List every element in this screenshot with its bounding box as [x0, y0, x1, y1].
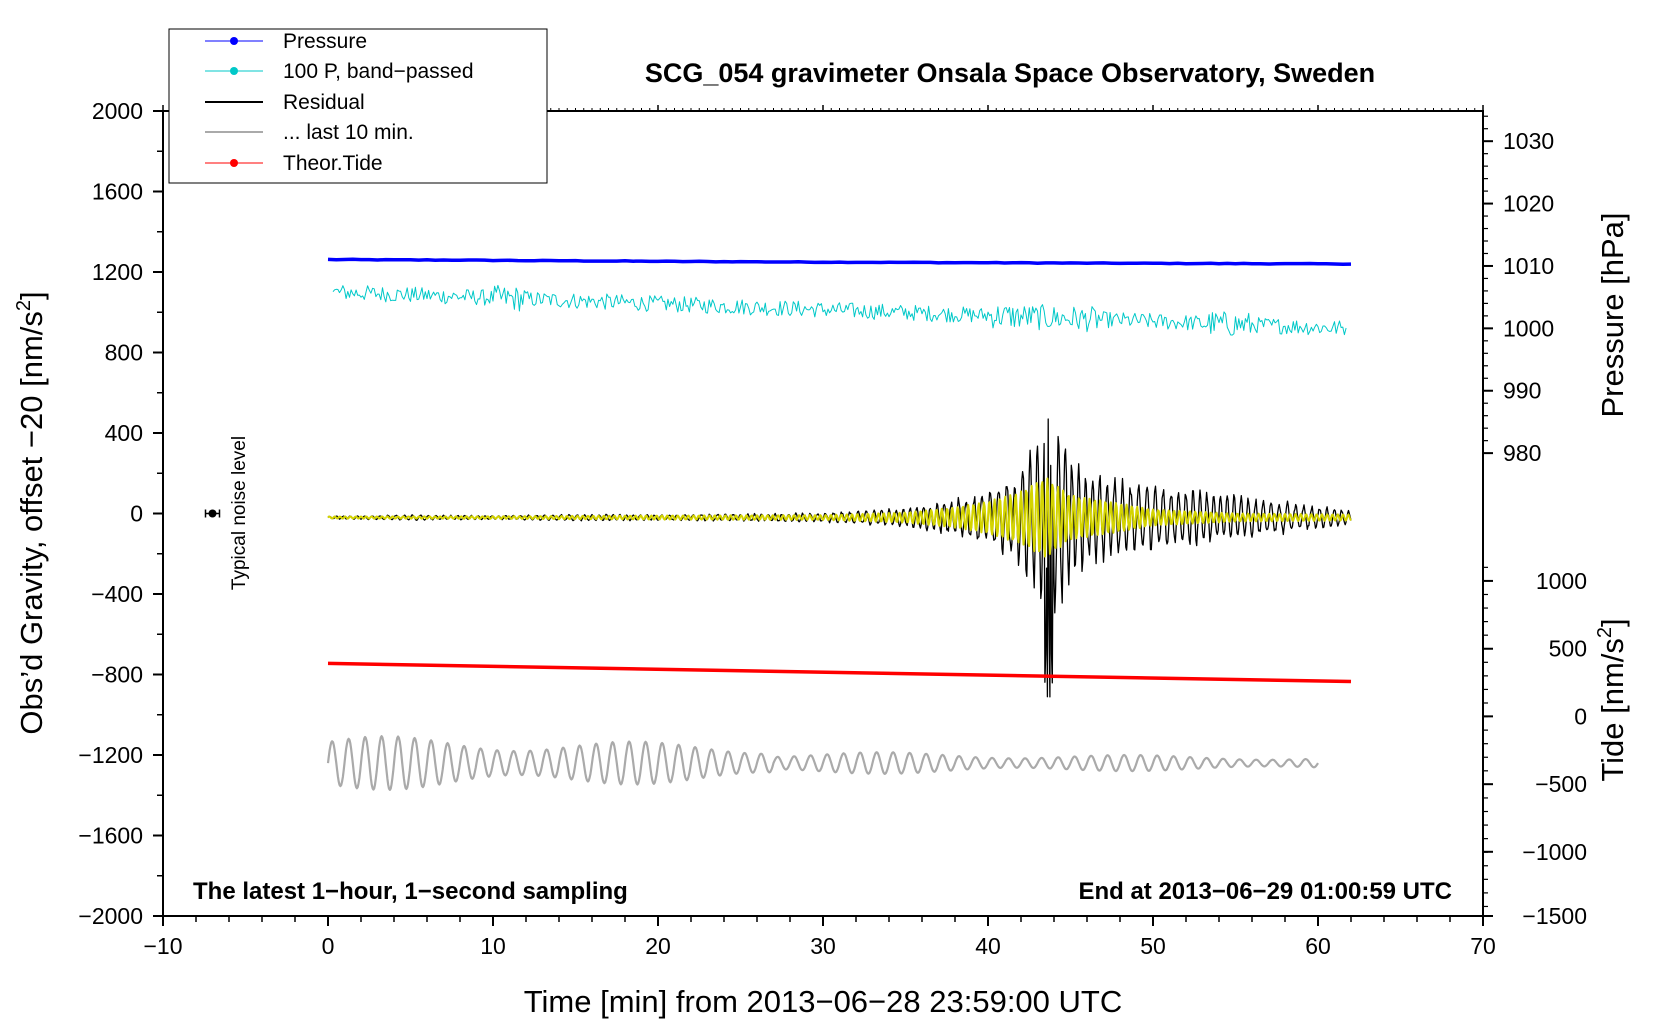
tide-tick-label: 0	[1574, 703, 1587, 729]
band-passed-pressure-series	[332, 284, 1347, 336]
x-tick-label: 0	[322, 933, 335, 959]
y-tick-label: 800	[105, 340, 143, 366]
pressure-tick-label: 1010	[1503, 253, 1554, 279]
x-tick-label: −10	[143, 933, 182, 959]
pressure-tick-label: 1000	[1503, 315, 1554, 341]
y-axis-title-left-sup: 2	[13, 300, 35, 311]
tide-tick-label: 1000	[1536, 568, 1587, 594]
legend-marker-theor-tide	[230, 159, 238, 167]
annotation-sampling: The latest 1−hour, 1−second sampling	[193, 878, 628, 905]
x-axis-ticks: −10 0 10 20 30 40 50 60 70	[143, 105, 1496, 959]
legend-label-last-10-min: ... last 10 min.	[283, 121, 414, 144]
legend-entry-last-10-min: ... last 10 min.	[205, 121, 414, 144]
tide-axis-title-end: ]	[1595, 618, 1630, 627]
y-tick-label: −1200	[78, 742, 143, 768]
x-tick-label: 70	[1470, 933, 1496, 959]
pressure-tick-label: 1030	[1503, 128, 1554, 154]
y-tick-label: 1600	[92, 179, 143, 205]
x-tick-label: 30	[810, 933, 836, 959]
tide-axis-ticks: 1000 500 0 −500 −1000 −1500	[1483, 566, 1587, 929]
pressure-axis-title: Pressure [hPa]	[1595, 212, 1630, 417]
y-tick-label: −400	[91, 581, 143, 607]
pressure-series	[327, 257, 1352, 266]
x-tick-label: 40	[975, 933, 1001, 959]
legend-label-pressure: Pressure	[283, 30, 367, 53]
x-tick-label: 20	[645, 933, 671, 959]
x-tick-label: 10	[480, 933, 506, 959]
legend-label-residual: Residual	[283, 91, 365, 114]
pressure-tick-label: 1020	[1503, 191, 1554, 217]
y-tick-label: 400	[105, 420, 143, 446]
legend-marker-band-passed	[230, 67, 238, 75]
y-tick-label: −800	[91, 662, 143, 688]
y-tick-label: 1200	[92, 259, 143, 285]
legend: Pressure 100 P, band−passed Residual ...…	[168, 28, 548, 184]
legend-label-theor-tide: Theor.Tide	[283, 152, 383, 175]
theoretical-tide-series	[327, 661, 1352, 684]
series-layer	[204, 257, 1352, 791]
annotation-end-time: End at 2013−06−29 01:00:59 UTC	[1078, 878, 1452, 905]
y-tick-label: 0	[130, 501, 143, 527]
x-axis-title: Time [min] from 2013−06−28 23:59:00 UTC	[524, 984, 1123, 1019]
pressure-tick-label: 980	[1503, 440, 1541, 466]
tide-axis-title-main: Tide [nm/s	[1595, 638, 1630, 782]
legend-box	[168, 28, 548, 184]
legend-entry-pressure: Pressure	[205, 30, 367, 53]
tide-tick-label: −500	[1535, 771, 1587, 797]
y-axis-title-left: Obs’d Gravity, offset −20 [nm/s2]	[13, 291, 49, 734]
pressure-tick-label: 990	[1503, 378, 1541, 404]
legend-entry-band-passed: 100 P, band−passed	[205, 60, 474, 83]
y-tick-label: −1600	[78, 823, 143, 849]
legend-marker-pressure	[230, 37, 238, 45]
pressure-axis-ticks: 1030 1020 1010 1000 990 980	[1483, 115, 1554, 466]
y-axis-title-left-end: ]	[14, 291, 49, 300]
y-axis-ticks: 2000 1600 1200 800 400 0 −400 −800 −1200 −1600 −20…	[78, 98, 163, 929]
residual-filtered-series	[327, 477, 1352, 558]
tide-axis-title-sup: 2	[1594, 627, 1616, 638]
tide-tick-label: −1500	[1522, 903, 1587, 929]
tide-tick-label: −1000	[1522, 839, 1587, 865]
y-tick-label: 2000	[92, 98, 143, 124]
noise-level-label: Typical noise level	[229, 436, 250, 590]
x-tick-label: 60	[1305, 933, 1331, 959]
tide-tick-label: 500	[1549, 636, 1587, 662]
residual-series	[327, 418, 1352, 698]
last-10-min-series	[326, 735, 1319, 791]
y-axis-title-left-main: Obs’d Gravity, offset −20 [nm/s	[14, 311, 49, 735]
legend-entry-residual: Residual	[205, 91, 365, 114]
legend-label-band-passed: 100 P, band−passed	[283, 60, 474, 83]
chart-title: SCG_054 gravimeter Onsala Space Observat…	[645, 58, 1375, 88]
x-tick-label: 50	[1140, 933, 1166, 959]
y-tick-label: −2000	[78, 903, 143, 929]
noise-level-point	[208, 509, 217, 518]
legend-entry-theor-tide: Theor.Tide	[205, 152, 383, 175]
tide-axis-title: Tide [nm/s2]	[1594, 618, 1630, 781]
